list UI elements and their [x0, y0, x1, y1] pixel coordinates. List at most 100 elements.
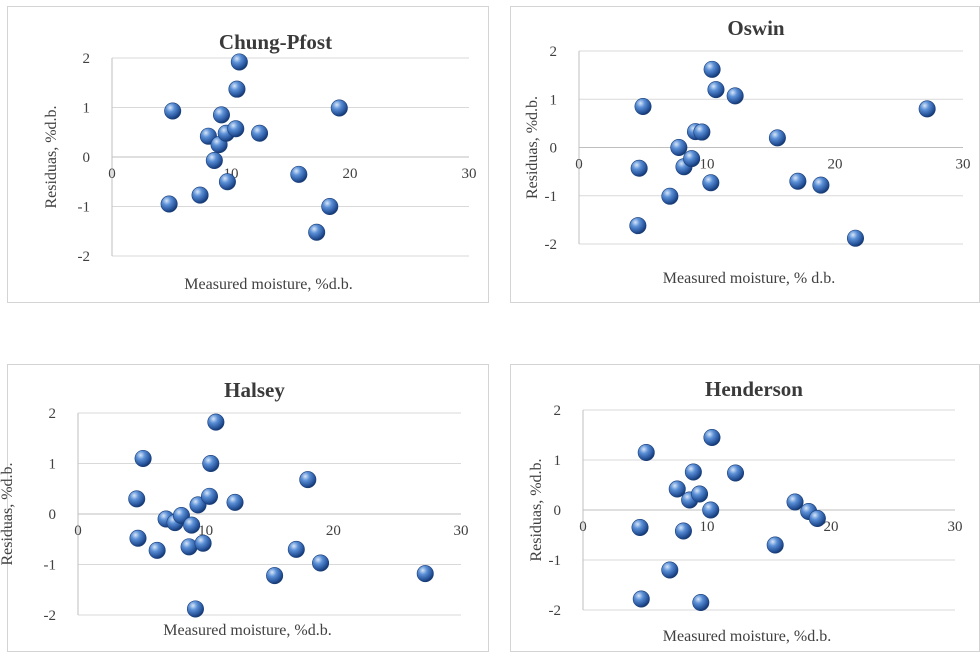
data-point	[180, 538, 198, 556]
y-tick-label: -1	[549, 553, 562, 569]
y-tick-label: 0	[49, 507, 57, 523]
data-point	[227, 120, 245, 138]
data-point	[212, 106, 230, 124]
x-axis-label: Measured moisture, %d.b.	[184, 276, 352, 293]
chart-title: Henderson	[705, 377, 803, 401]
data-point	[808, 510, 826, 528]
data-point	[189, 496, 207, 514]
data-point	[191, 186, 209, 204]
data-point	[160, 195, 178, 213]
data-point	[226, 493, 244, 511]
data-point	[789, 172, 807, 190]
x-axis-label: Measured moisture, %d.b.	[163, 622, 331, 639]
x-tick-label: 0	[579, 519, 587, 535]
y-tick-label: 1	[550, 92, 558, 108]
data-point	[661, 561, 679, 579]
data-point	[670, 139, 688, 157]
data-point	[194, 534, 212, 552]
y-tick-label: 1	[554, 453, 562, 469]
x-tick-label: 20	[326, 523, 341, 539]
data-point	[183, 516, 201, 534]
x-tick-label: 30	[454, 523, 469, 539]
data-point	[128, 490, 146, 508]
y-axis-label: Residuas, %d.b.	[43, 105, 60, 208]
chart-title: Oswin	[727, 16, 785, 40]
x-tick-label: 10	[700, 519, 715, 535]
data-point	[702, 501, 720, 519]
data-point	[684, 463, 702, 481]
chart-panel-henderson: 2 1 0 -1 -2 0 10 20 30 Henderson Measured moisture…	[510, 364, 980, 652]
data-point	[766, 536, 784, 554]
data-point	[768, 129, 786, 147]
x-tick-label: 20	[828, 157, 843, 173]
data-point	[637, 444, 655, 462]
chart-panel-chung-pfost: 2 1 0 -1 -2 0 10 20 30 Chung-Pfost Measured moistu…	[7, 6, 489, 303]
y-tick-label: -2	[549, 603, 562, 619]
y-tick-label: 0	[83, 150, 91, 166]
y-tick-label: -1	[545, 189, 558, 205]
data-point	[692, 594, 710, 612]
chart-panel-halsey: 2 1 0 -1 -2 0 10 20 30 Halsey Measured moisture, %…	[0, 364, 489, 652]
data-point	[416, 565, 434, 583]
data-point	[693, 123, 711, 141]
data-point	[668, 480, 686, 498]
data-point	[200, 487, 218, 505]
data-point	[691, 485, 709, 503]
y-axis-label: Residuas, %d.b.	[528, 458, 545, 561]
y-tick-label: 1	[49, 457, 57, 473]
x-tick-label: 10	[700, 157, 715, 173]
data-point	[266, 567, 284, 585]
data-point	[846, 229, 864, 247]
chart-title: Halsey	[224, 378, 285, 402]
y-tick-label: -1	[44, 558, 57, 574]
data-point	[661, 187, 679, 205]
data-point	[707, 81, 725, 99]
data-point	[251, 124, 269, 142]
chart-title: Chung-Pfost	[219, 30, 332, 54]
data-point	[726, 87, 744, 105]
x-tick-label: 0	[575, 157, 583, 173]
y-tick-label: -1	[78, 200, 91, 216]
chart-panel-oswin: 2 1 0 -1 -2 0 10 20 30 Oswin Measured moisture, % …	[510, 6, 980, 303]
y-tick-label: -2	[545, 237, 558, 253]
data-point	[727, 464, 745, 482]
data-point	[207, 413, 225, 431]
x-tick-label: 0	[74, 523, 82, 539]
y-tick-label: 2	[550, 44, 558, 60]
data-point	[631, 519, 649, 537]
data-point	[634, 97, 652, 115]
data-point	[230, 53, 248, 71]
data-point	[321, 198, 339, 216]
data-point	[312, 554, 330, 572]
y-tick-label: 2	[83, 51, 91, 67]
data-point	[129, 529, 147, 547]
x-tick-label: 30	[956, 157, 971, 173]
x-axis-label: Measured moisture, %d.b.	[663, 628, 831, 645]
x-tick-label: 0	[108, 166, 116, 182]
data-point	[287, 540, 305, 558]
x-tick-label: 20	[343, 166, 358, 182]
data-point	[674, 522, 692, 540]
data-point	[186, 600, 204, 618]
data-point	[290, 165, 308, 183]
data-point	[703, 429, 721, 447]
data-point	[164, 102, 182, 120]
x-tick-label: 20	[824, 519, 839, 535]
data-point	[202, 455, 220, 473]
data-point	[703, 60, 721, 78]
data-point	[786, 493, 804, 511]
data-point	[299, 471, 317, 489]
data-point	[632, 590, 650, 608]
data-point	[630, 159, 648, 177]
y-tick-label: 2	[49, 406, 57, 422]
y-axis-label: Residuas, %d.b.	[0, 462, 16, 565]
data-point	[205, 151, 223, 169]
y-tick-label: -2	[78, 249, 91, 265]
y-tick-label: 0	[554, 503, 562, 519]
data-point	[148, 541, 166, 559]
data-point	[812, 176, 830, 194]
x-tick-label: 30	[948, 519, 963, 535]
x-tick-label: 30	[462, 166, 477, 182]
